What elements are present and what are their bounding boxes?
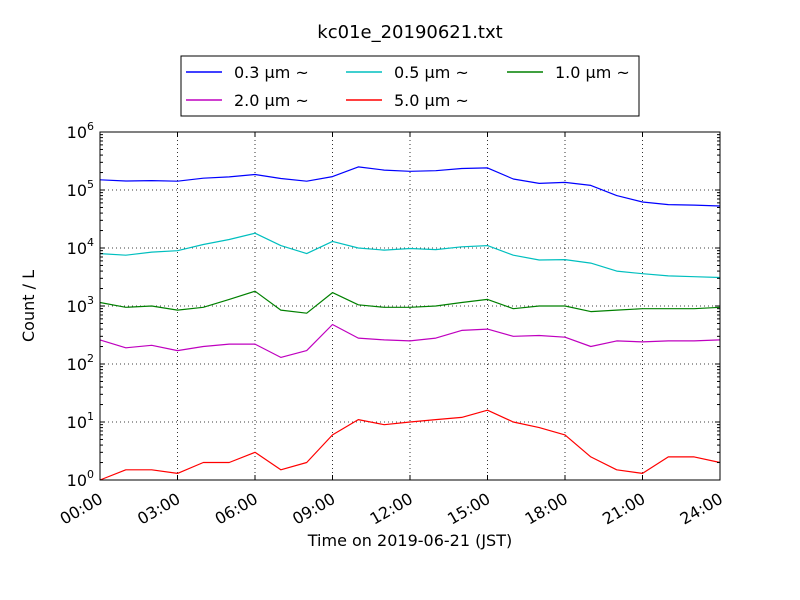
- series-line-1: [99, 232, 721, 279]
- grid: [100, 132, 720, 480]
- legend-label: 2.0 μm ~: [234, 91, 309, 110]
- series-line-2: [99, 290, 721, 314]
- y-tick-label: 101: [67, 410, 94, 432]
- x-axis-label: Time on 2019-06-21 (JST): [307, 531, 512, 550]
- x-tick-label: 06:00: [212, 489, 261, 529]
- y-tick-label: 100: [67, 468, 94, 490]
- y-axis-ticks: 100 101 102 103 104 105 106: [67, 120, 720, 490]
- x-axis-ticks: 00:00 03:00 06:00 09:00 12:00 15:00 18:00 21:00…: [57, 132, 726, 529]
- x-tick-label: 00:00: [57, 489, 106, 529]
- y-tick-label: 105: [67, 178, 94, 200]
- y-tick-label: 104: [67, 236, 94, 258]
- x-tick-label: 09:00: [289, 489, 338, 529]
- x-tick-label: 12:00: [367, 489, 416, 529]
- y-tick-label: 106: [67, 120, 94, 142]
- chart-title: kc01e_20190621.txt: [317, 22, 502, 43]
- y-axis-label: Count / L: [19, 270, 38, 342]
- legend-label: 5.0 μm ~: [394, 91, 469, 110]
- series-line-0: [99, 166, 721, 207]
- x-tick-label: 24:00: [677, 489, 726, 529]
- series-line-4: [99, 409, 721, 481]
- legend-label: 1.0 μm ~: [555, 63, 630, 82]
- x-tick-label: 03:00: [134, 489, 183, 529]
- y-tick-label: 102: [67, 352, 94, 374]
- x-tick-label: 21:00: [599, 489, 648, 529]
- plot-lines: [99, 166, 721, 481]
- x-tick-label: 15:00: [444, 489, 493, 529]
- legend-box: [180, 55, 640, 117]
- y-tick-label: 103: [67, 294, 94, 316]
- x-tick-label: 18:00: [522, 489, 571, 529]
- series-line-3: [99, 323, 721, 358]
- legend-label: 0.3 μm ~: [234, 63, 309, 82]
- legend: 0.3 μm ~ 0.5 μm ~ 1.0 μm ~ 2.0 μm ~ 5.0 μm ~: [180, 55, 640, 117]
- legend-label: 0.5 μm ~: [394, 63, 469, 82]
